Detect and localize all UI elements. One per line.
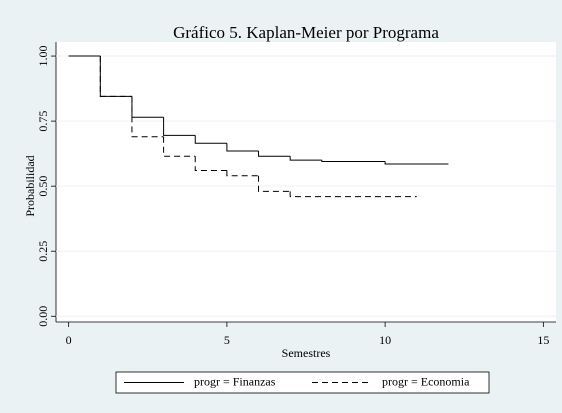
y-tick-label: 0.75 <box>36 111 50 132</box>
km-step <box>131 96 164 138</box>
x-tick-label: 0 <box>66 333 72 347</box>
km-step <box>258 175 291 192</box>
x-tick-label: 10 <box>379 333 391 347</box>
x-axis-label: Semestres <box>282 346 331 360</box>
y-tick-label: 0.25 <box>36 241 50 262</box>
y-axis-label: Probabilidad <box>23 155 37 216</box>
km-step <box>163 117 196 136</box>
legend <box>115 371 490 394</box>
x-tick-label: 5 <box>224 333 230 347</box>
km-step <box>384 161 449 165</box>
km-step <box>163 136 196 157</box>
km-step <box>321 160 386 162</box>
km-step <box>289 156 322 161</box>
km-step <box>289 191 417 198</box>
y-tick-label: 0.50 <box>36 176 50 197</box>
km-step <box>258 151 291 157</box>
plot-area <box>56 42 556 322</box>
x-tick-label: 15 <box>537 333 549 347</box>
y-tick-label: 1.00 <box>36 46 50 67</box>
legend-label: progr = Economia <box>382 374 470 388</box>
km-step <box>194 135 227 144</box>
km-step <box>99 56 132 97</box>
km-step <box>226 170 259 177</box>
km-step <box>226 143 259 152</box>
chart-title: Gráfico 5. Kaplan-Meier por Programa <box>173 23 439 42</box>
km-step <box>194 156 227 172</box>
legend-label: progr = Finanzas <box>194 374 276 388</box>
y-tick-label: 0.00 <box>36 306 50 327</box>
